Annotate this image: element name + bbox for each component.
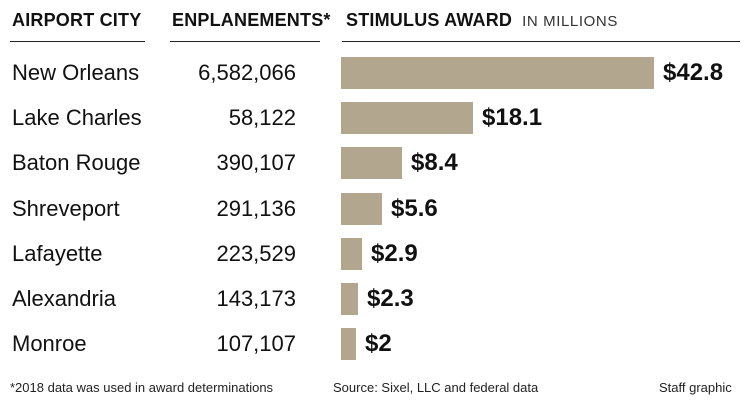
- header-stimulus-award-title: STIMULUS AWARD: [346, 10, 513, 30]
- city-label: New Orleans: [12, 60, 140, 85]
- award-value-label: $5.6: [391, 195, 438, 222]
- award-value-label: $18.1: [482, 104, 543, 131]
- header-rule-city: [10, 41, 145, 42]
- award-bar: [341, 328, 356, 360]
- header-stimulus-award: STIMULUS AWARD IN MILLIONS: [346, 10, 618, 31]
- enplanements-value: 58,122: [228, 105, 296, 130]
- footer-note: *2018 data was used in award determinati…: [10, 380, 274, 395]
- award-bar: [341, 57, 654, 89]
- city-label: Alexandria: [12, 286, 116, 311]
- footer-source: Source: Sixel, LLC and federal data: [333, 380, 539, 395]
- award-bar: [341, 102, 473, 134]
- enplanements-value: 107,107: [216, 331, 296, 356]
- enplanements-value: 390,107: [216, 150, 296, 175]
- award-bar: [341, 147, 402, 179]
- award-value-label: $8.4: [411, 149, 458, 176]
- city-label: Lake Charles: [12, 105, 142, 130]
- award-value-label: $2: [365, 330, 392, 357]
- header-stimulus-award-unit: IN MILLIONS: [522, 13, 618, 30]
- award-bar: [341, 283, 358, 315]
- city-label: Lafayette: [12, 241, 103, 266]
- award-value-label: $2.9: [371, 240, 418, 267]
- enplanements-value: 223,529: [216, 241, 296, 266]
- award-value-label: $2.3: [367, 285, 414, 312]
- award-value-label: $42.8: [663, 59, 724, 86]
- award-bar: [341, 193, 382, 225]
- header-rule-award: [342, 41, 740, 42]
- header-airport-city: AIRPORT CITY: [12, 10, 142, 30]
- city-label: Monroe: [12, 331, 87, 356]
- enplanements-value: 143,173: [216, 286, 296, 311]
- header-enplanements: ENPLANEMENTS*: [172, 10, 331, 30]
- award-bar: [341, 238, 362, 270]
- city-label: Shreveport: [12, 196, 120, 221]
- city-label: Baton Rouge: [12, 150, 141, 175]
- enplanements-value: 291,136: [216, 196, 296, 221]
- footer-credit: Staff graphic: [659, 380, 732, 395]
- header-rule-enplanements: [170, 41, 320, 42]
- enplanements-value: 6,582,066: [198, 60, 296, 85]
